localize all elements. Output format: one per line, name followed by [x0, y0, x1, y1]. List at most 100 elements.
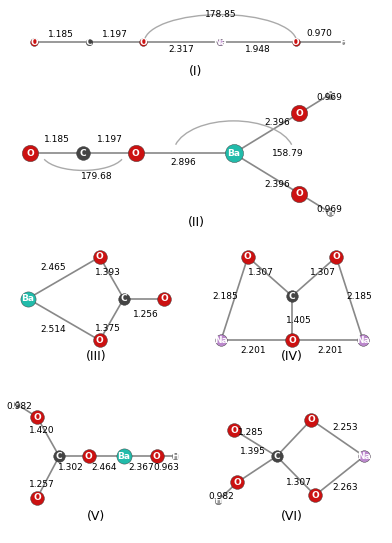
Text: H: H [339, 37, 347, 47]
Point [217, 37, 223, 46]
Text: 0.969: 0.969 [317, 205, 343, 213]
Point [327, 208, 333, 217]
Text: 1.197: 1.197 [102, 30, 128, 39]
Point [34, 494, 40, 502]
Point [34, 413, 40, 421]
Text: 1.395: 1.395 [240, 446, 266, 456]
Point [333, 252, 339, 261]
Text: Ba: Ba [22, 294, 34, 303]
Text: O: O [244, 252, 252, 261]
Point [296, 109, 303, 117]
Point [361, 452, 367, 460]
Point [234, 478, 240, 487]
Text: 178.85: 178.85 [205, 10, 236, 18]
Text: (II): (II) [187, 216, 205, 229]
Text: (V): (V) [87, 510, 105, 523]
Text: 0.963: 0.963 [153, 464, 179, 472]
Text: 1.185: 1.185 [47, 30, 73, 39]
Text: 179.68: 179.68 [80, 172, 112, 181]
Point [245, 252, 251, 261]
Point [312, 491, 318, 500]
Point [140, 37, 147, 46]
Text: Na: Na [356, 336, 370, 345]
Point [292, 37, 299, 46]
Text: C: C [273, 452, 280, 460]
Point [96, 252, 103, 261]
Text: 1.420: 1.420 [29, 426, 54, 434]
Text: 2.367: 2.367 [128, 464, 154, 472]
Text: O: O [153, 452, 161, 460]
Text: O: O [332, 252, 340, 261]
Text: O: O [27, 149, 34, 158]
Text: 1.405: 1.405 [286, 317, 312, 325]
Point [327, 90, 333, 99]
Text: 1.307: 1.307 [286, 478, 312, 487]
Text: O: O [30, 37, 38, 47]
Text: O: O [292, 37, 299, 47]
Point [360, 336, 366, 345]
Text: 2.263: 2.263 [332, 483, 358, 492]
Text: 1.393: 1.393 [95, 268, 121, 277]
Text: (I): (I) [189, 65, 203, 78]
Text: O: O [160, 294, 168, 303]
Point [289, 336, 295, 345]
Text: H: H [326, 90, 334, 99]
Point [96, 336, 103, 345]
Text: 2.185: 2.185 [347, 292, 372, 300]
Point [230, 149, 237, 158]
Text: H: H [326, 208, 334, 217]
Text: (III): (III) [86, 350, 106, 363]
Text: 1.302: 1.302 [58, 464, 84, 472]
Text: Na: Na [357, 452, 371, 460]
Point [25, 294, 31, 303]
Point [289, 292, 295, 300]
Text: 2.465: 2.465 [41, 263, 67, 272]
Point [161, 294, 167, 303]
Text: O: O [140, 37, 147, 47]
Point [215, 496, 221, 505]
Point [172, 452, 178, 460]
Text: 0.969: 0.969 [317, 93, 343, 102]
Text: 1.948: 1.948 [245, 45, 270, 54]
Text: 0.970: 0.970 [307, 29, 332, 38]
Text: 2.514: 2.514 [41, 325, 67, 334]
Text: 2.201: 2.201 [241, 346, 267, 355]
Text: C: C [120, 294, 127, 303]
Point [27, 149, 34, 158]
Text: (VI): (VI) [281, 510, 303, 523]
Text: 158.79: 158.79 [272, 149, 304, 158]
Point [121, 294, 127, 303]
Text: Ba: Ba [117, 452, 130, 460]
Text: 1.197: 1.197 [96, 135, 122, 144]
Text: 1.307: 1.307 [310, 268, 336, 277]
Text: 2.185: 2.185 [212, 292, 238, 300]
Text: O: O [230, 426, 238, 434]
Text: 2.464: 2.464 [92, 464, 117, 472]
Text: O: O [33, 494, 41, 502]
Point [85, 452, 92, 460]
Point [274, 452, 280, 460]
Text: 1.307: 1.307 [249, 268, 274, 277]
Text: Na: Na [214, 37, 227, 47]
Text: C: C [80, 149, 86, 158]
Text: 2.396: 2.396 [264, 118, 290, 127]
Text: 1.257: 1.257 [29, 481, 54, 489]
Text: O: O [233, 478, 241, 487]
Text: 2.201: 2.201 [318, 346, 343, 355]
Text: 1.256: 1.256 [133, 310, 159, 319]
Text: C: C [56, 452, 62, 460]
Point [154, 452, 160, 460]
Point [31, 37, 37, 46]
Text: (IV): (IV) [281, 350, 303, 363]
Text: 0.982: 0.982 [208, 492, 234, 501]
Point [85, 37, 92, 46]
Point [218, 336, 224, 345]
Text: O: O [296, 189, 303, 198]
Text: H: H [214, 496, 222, 505]
Text: Ba: Ba [227, 149, 240, 158]
Point [14, 400, 20, 408]
Text: O: O [96, 336, 103, 345]
Point [80, 149, 86, 158]
Text: 2.253: 2.253 [332, 423, 358, 432]
Text: 1.185: 1.185 [44, 135, 70, 144]
